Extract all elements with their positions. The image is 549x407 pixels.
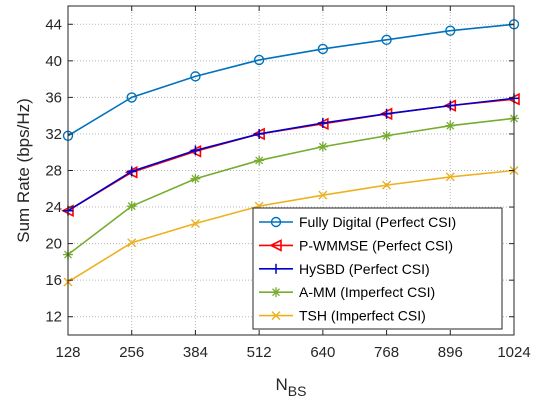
y-tick-label: 16 [45, 272, 62, 289]
data-point [126, 166, 137, 177]
legend-item: Fully Digital (Perfect CSI) [259, 214, 456, 230]
y-axis-label: Sum Rate (bps/Hz) [14, 98, 33, 243]
data-point [317, 117, 328, 128]
series-layer [61, 19, 520, 287]
x-axis-label-subscript: BS [288, 383, 307, 399]
legend-marker [270, 216, 282, 228]
legend-label: A-MM (Imperfect CSI) [299, 284, 435, 300]
legend-item: P-WMMSE (Perfect CSI) [259, 237, 453, 253]
data-point [190, 145, 201, 156]
legend-box [252, 207, 503, 330]
data-point [317, 43, 329, 55]
series-line [67, 97, 515, 212]
series-line [67, 169, 515, 283]
legend-item: A-MM (Imperfect CSI) [259, 284, 435, 300]
y-tick-label: 28 [45, 163, 62, 180]
data-point [445, 100, 456, 111]
x-tick-label: 1024 [497, 344, 530, 361]
y-tick-label: 20 [45, 236, 62, 253]
y-tick-label: 24 [45, 199, 62, 216]
y-tick-label: 32 [45, 126, 62, 143]
data-point [381, 130, 392, 141]
series-line [67, 117, 515, 256]
legend-item: TSH (Imperfect CSI) [259, 308, 426, 324]
data-point [126, 201, 137, 212]
data-point [190, 173, 201, 184]
x-tick-label: 896 [438, 344, 463, 361]
data-point [318, 190, 328, 200]
legend-marker [271, 311, 281, 321]
legend-label: P-WMMSE (Perfect CSI) [299, 237, 453, 253]
data-point [126, 92, 137, 103]
y-tick-label: 44 [45, 16, 62, 33]
x-tick-label: 512 [247, 344, 272, 361]
x-tick-label: 768 [374, 344, 399, 361]
y-tick-label: 36 [45, 89, 62, 106]
data-point [190, 219, 200, 229]
legend-label: TSH (Imperfect CSI) [299, 308, 426, 324]
data-point [381, 108, 392, 119]
series-3 [63, 113, 519, 260]
data-point [382, 180, 392, 190]
y-tick-label: 40 [45, 53, 62, 70]
data-point [127, 238, 137, 248]
x-axis-label-main: N [276, 375, 288, 394]
y-tick-label: 12 [45, 309, 62, 326]
x-tick-label: 640 [310, 344, 335, 361]
legend-marker [269, 239, 282, 252]
legend-marker [271, 287, 281, 298]
data-point [381, 34, 392, 46]
legend-label: Fully Digital (Perfect CSI) [299, 214, 456, 230]
x-axis-label: NBS [276, 375, 307, 399]
data-point [445, 172, 455, 182]
data-point [445, 25, 456, 36]
x-tick-label: 128 [55, 344, 80, 361]
legend-marker [271, 263, 281, 274]
x-tick-label: 384 [183, 344, 208, 361]
data-point [254, 128, 265, 139]
data-point [253, 54, 265, 66]
data-point [317, 141, 328, 152]
legend: Fully Digital (Perfect CSI) P-WMMSE (Perf… [252, 207, 503, 330]
data-point [254, 155, 265, 166]
series-line [67, 23, 515, 137]
x-tick-label: 256 [119, 344, 144, 361]
data-point [445, 120, 456, 131]
legend-label: HySBD (Perfect CSI) [299, 261, 430, 277]
axis-ticks: 128 256 384 512 640 768 896 1024 12 16 20 24 28 32 36 4… [45, 6, 531, 361]
data-point [190, 71, 201, 82]
legend-item: HySBD (Perfect CSI) [259, 261, 430, 277]
